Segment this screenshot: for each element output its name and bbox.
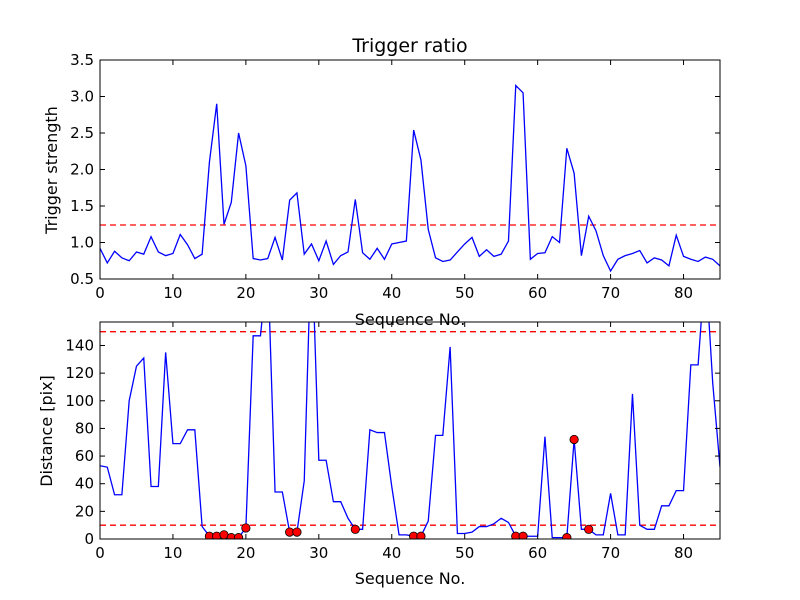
x-tick-label: 0	[95, 544, 105, 562]
y-tick-label: 140	[65, 336, 94, 354]
x-tick-label: 30	[309, 544, 328, 562]
y-tick-label: 0	[84, 530, 94, 548]
data-point-marker	[584, 524, 594, 534]
data-point-marker	[350, 524, 360, 534]
y-tick-label: 3.5	[70, 51, 94, 69]
data-point-marker	[292, 527, 302, 537]
trigger-ratio-chart: Trigger ratio Sequence No. Trigger stren…	[42, 35, 721, 329]
y-tick-label: 60	[75, 447, 94, 465]
x-tick-label: 80	[674, 284, 693, 302]
y-tick-label: 40	[75, 475, 94, 493]
y-tick-label: 100	[65, 392, 94, 410]
x-tick-label: 50	[455, 544, 474, 562]
data-point-marker	[569, 434, 579, 445]
x-axis-label: Sequence No.	[355, 569, 466, 588]
y-tick-label: 20	[75, 502, 94, 520]
x-tick-label: 0	[95, 284, 105, 302]
y-tick-label: 120	[65, 364, 94, 382]
y-tick-label: 2.0	[70, 161, 94, 179]
x-tick-label: 30	[309, 284, 328, 302]
y-tick-label: 2.5	[70, 124, 94, 142]
plot-area	[100, 84, 720, 273]
y-tick-label: 0.5	[70, 270, 94, 288]
x-tick-label: 10	[163, 544, 182, 562]
x-tick-label: 60	[528, 544, 547, 562]
x-axis-label: Sequence No.	[355, 310, 466, 329]
x-tick-label: 20	[236, 544, 255, 562]
y-tick-label: 1.0	[70, 234, 94, 252]
x-tick-label: 20	[236, 284, 255, 302]
x-tick-label: 10	[163, 284, 182, 302]
data-point-marker	[562, 533, 572, 539]
plot-frame	[99, 321, 721, 540]
x-tick-label: 40	[382, 544, 401, 562]
x-tick-label: 60	[528, 284, 547, 302]
series-line	[100, 84, 720, 273]
y-tick-label: 80	[75, 419, 94, 437]
data-point-marker	[518, 531, 528, 539]
y-tick-label: 1.5	[70, 197, 94, 215]
chart-title: Trigger ratio	[351, 35, 467, 57]
distance-chart: Sequence No. Distance [pix] 0 10 20 30 40 50 6…	[37, 321, 721, 588]
data-point-marker	[241, 523, 251, 533]
y-axis-label: Distance [pix]	[37, 375, 56, 487]
x-tick-label: 70	[601, 544, 620, 562]
x-tick-label: 80	[674, 544, 693, 562]
x-tick-label: 40	[382, 284, 401, 302]
data-point-marker	[233, 533, 244, 539]
x-tick-label: 50	[455, 284, 474, 302]
data-point-marker	[416, 531, 426, 539]
y-axis-label: Trigger strength	[42, 106, 61, 235]
x-tick-label: 70	[601, 284, 620, 302]
y-tick-label: 3.0	[70, 88, 94, 106]
plot-area	[100, 322, 720, 539]
